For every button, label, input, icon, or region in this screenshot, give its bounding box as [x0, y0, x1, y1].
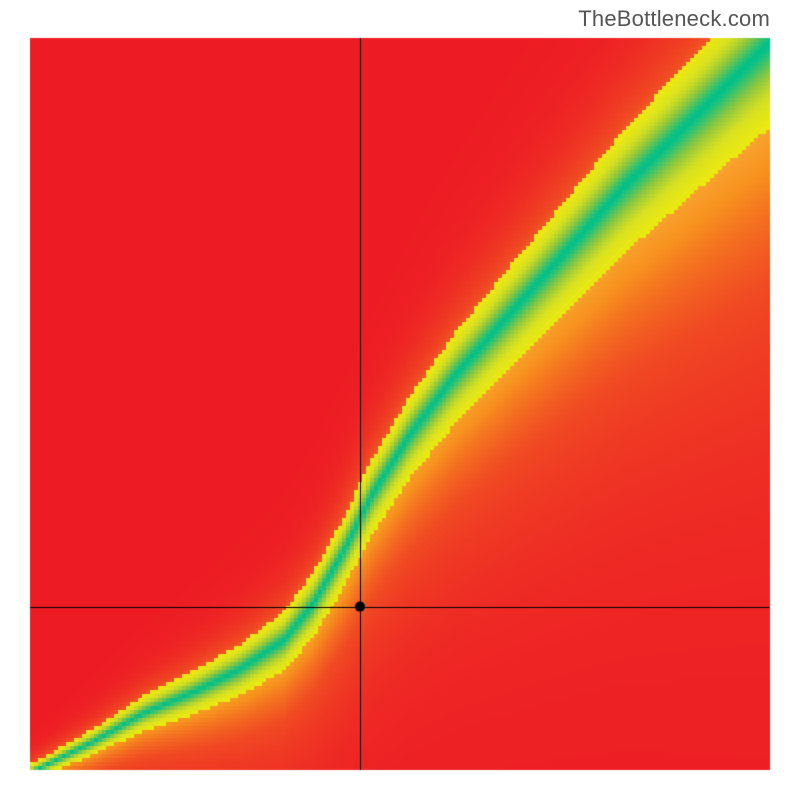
heatmap-canvas: [0, 0, 800, 800]
chart-container: TheBottleneck.com: [0, 0, 800, 800]
watermark-text: TheBottleneck.com: [578, 6, 770, 32]
